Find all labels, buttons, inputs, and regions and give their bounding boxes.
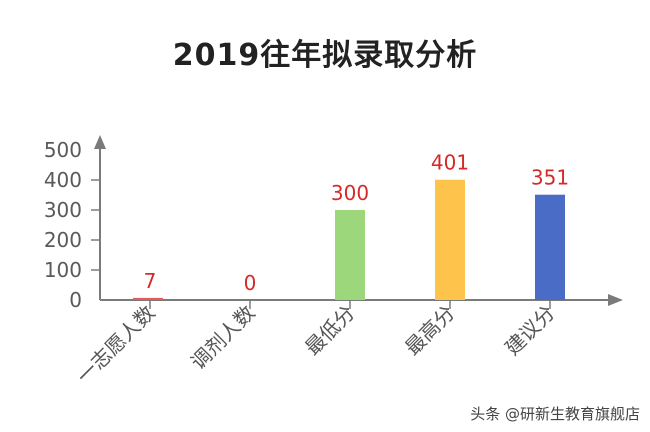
value-label: 401 (431, 151, 469, 175)
x-axis: 一志愿人数 调剂人数 最低分 最高分 建议分 (72, 294, 623, 388)
y-axis-arrow-icon (94, 135, 106, 149)
x-category-label: 一志愿人数 (72, 301, 160, 389)
x-category-label: 调剂人数 (186, 301, 260, 375)
y-tick-label: 0 (69, 288, 82, 312)
bar (435, 179, 465, 300)
bar (335, 210, 365, 300)
value-label: 7 (144, 269, 157, 293)
chart-title: 2019往年拟录取分析 (172, 38, 478, 73)
x-category-label: 最低分 (300, 301, 359, 360)
value-label: 0 (244, 271, 257, 295)
y-tick-label: 200 (44, 228, 82, 252)
value-label: 300 (331, 181, 369, 205)
watermark: 头条 @研新生教育旗舰店 (470, 405, 640, 423)
bars: 7 0 300 401 351 (133, 151, 569, 300)
y-axis: 0 100 200 300 400 500 (44, 135, 106, 312)
y-tick-label: 100 (44, 258, 82, 282)
y-tick-label: 300 (44, 198, 82, 222)
y-tick-label: 400 (44, 168, 82, 192)
x-category-label: 最高分 (400, 301, 459, 360)
bar (133, 297, 163, 300)
x-axis-arrow-icon (608, 294, 623, 306)
value-label: 351 (531, 166, 569, 190)
x-category-label: 建议分 (500, 301, 559, 360)
bar (535, 194, 565, 300)
y-tick-label: 500 (44, 138, 82, 162)
